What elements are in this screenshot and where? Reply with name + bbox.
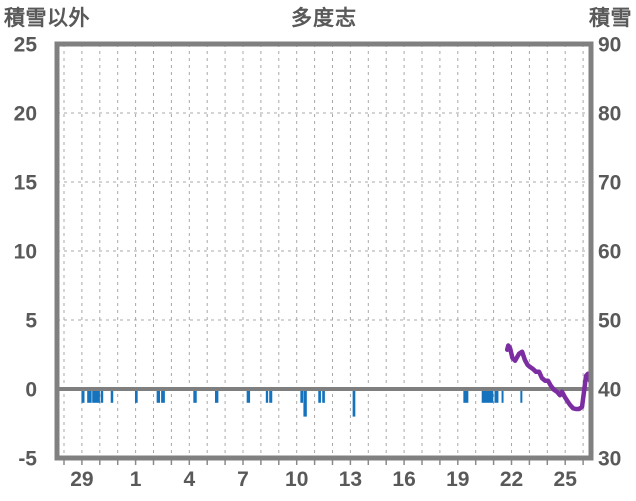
x-axis-tick-label: 19: [446, 468, 469, 491]
snowfall-bar: [134, 389, 138, 403]
chart-title: 多度志: [291, 7, 357, 30]
left-axis-tick-label: 15: [14, 172, 38, 195]
left-axis-tick-label: 20: [14, 103, 37, 126]
snowfall-bar: [494, 389, 499, 403]
snowfall-bar: [481, 389, 494, 403]
snowfall-bar: [352, 389, 356, 417]
left-axis-tick-label: -5: [18, 448, 37, 471]
snow-depth-line: [504, 343, 593, 412]
right-axis-tick-label: 30: [598, 448, 621, 471]
x-axis-tick-label: 1: [130, 468, 142, 491]
plot-border: [54, 41, 594, 461]
snowfall-bar: [156, 389, 161, 403]
x-axis-tick-label: 25: [554, 468, 578, 491]
left-axis-tick-label: 0: [25, 379, 37, 402]
x-axis-tick-label: 13: [339, 468, 362, 491]
left-axis-tick-label: 5: [25, 310, 37, 333]
snowfall-bar: [110, 389, 114, 403]
snowfall-bar: [463, 389, 469, 403]
right-axis-tick-label: 70: [598, 172, 621, 195]
snowfall-bar: [303, 389, 307, 417]
x-axis-tick-label: 22: [500, 468, 523, 491]
right-axis-tick-label: 60: [598, 241, 621, 264]
snowfall-bar: [92, 389, 100, 403]
snowfall-bar: [81, 389, 85, 403]
right-axis-tick-label: 90: [598, 34, 621, 57]
snowfall-bar: [269, 389, 273, 403]
x-axis-tick-label: 16: [392, 468, 415, 491]
left-axis-tick-label: 25: [14, 34, 38, 57]
snowfall-bar: [193, 389, 197, 403]
x-axis-tick-label: 29: [70, 468, 93, 491]
snowfall-bar: [87, 389, 92, 403]
right-axis-tick-label: 40: [598, 379, 621, 402]
right-axis-tick-label: 50: [598, 310, 621, 333]
right-axis-title: 積雪: [589, 7, 632, 30]
left-axis-title: 積雪以外: [4, 7, 90, 30]
snowfall-bar: [300, 389, 304, 403]
snowfall-bar: [501, 389, 504, 403]
snowfall-bar: [520, 389, 523, 403]
snowfall-bar: [322, 389, 325, 403]
x-axis-tick-label: 10: [285, 468, 308, 491]
snowfall-bar: [246, 389, 251, 403]
snowfall-bar: [161, 389, 165, 403]
snowfall-bar: [100, 389, 104, 403]
right-axis-tick-label: 80: [598, 103, 621, 126]
snowfall-bar: [214, 389, 219, 403]
snowfall-bar: [318, 389, 321, 403]
snowfall-bar: [265, 389, 269, 403]
x-axis-tick-label: 4: [183, 468, 195, 491]
x-axis-tick-label: 7: [237, 468, 249, 491]
left-axis-tick-label: 10: [14, 241, 37, 264]
